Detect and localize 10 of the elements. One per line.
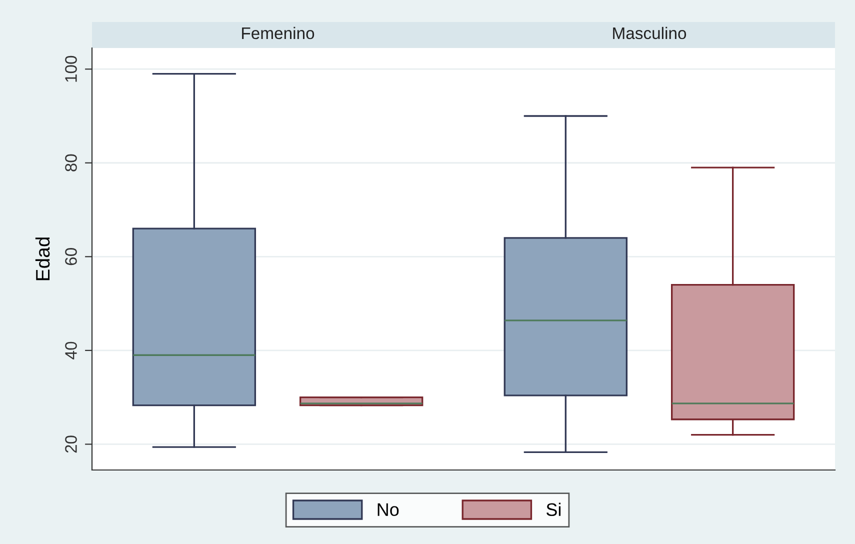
y-tick-label: 60: [65, 248, 77, 266]
legend-label: Si: [546, 502, 561, 516]
y-tick-label: 20: [65, 436, 77, 453]
x-tick-label: Masculino: [613, 26, 686, 40]
legend-label: No: [378, 503, 399, 516]
y-axis-title: Edad: [35, 238, 50, 280]
y-tick-label: 80: [65, 154, 77, 172]
y-tick-label: 40: [65, 342, 77, 360]
y-tick-label: 100: [65, 56, 77, 82]
x-tick-label: Femenino: [242, 26, 314, 40]
